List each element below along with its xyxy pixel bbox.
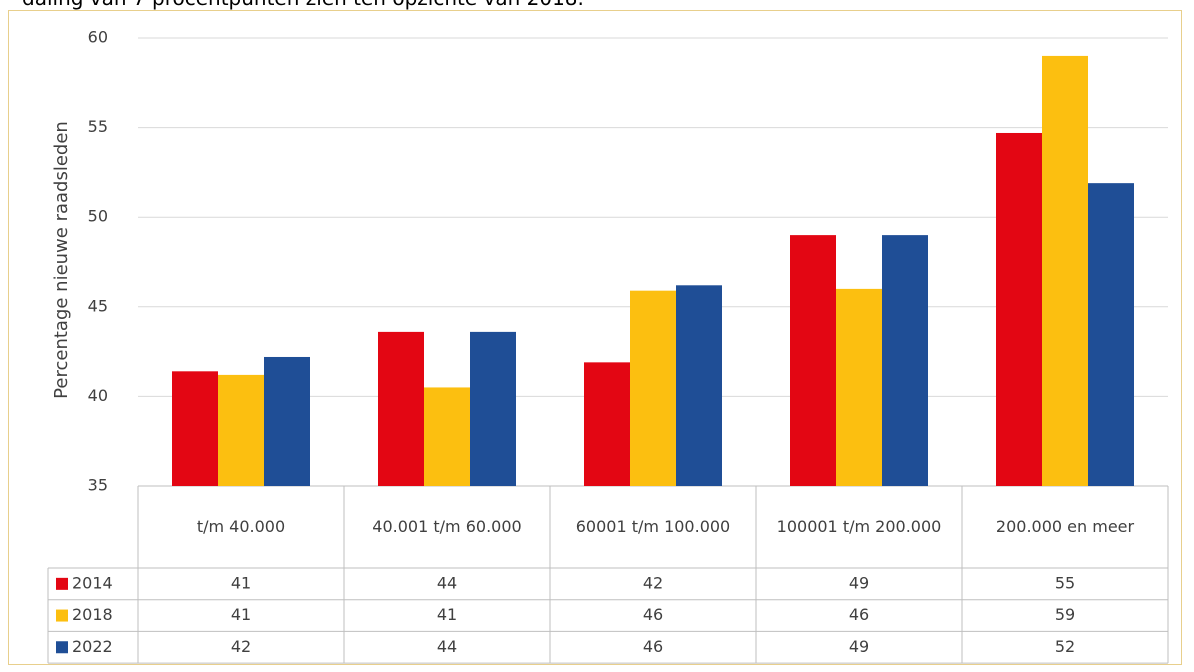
legend-swatch — [56, 609, 68, 622]
y-tick-label: 40 — [88, 386, 108, 405]
bar — [836, 288, 882, 486]
bar — [676, 285, 722, 486]
category-label: 60001 t/m 100.000 — [575, 517, 731, 536]
bar — [470, 331, 516, 486]
category-label: 100001 t/m 200.000 — [776, 517, 942, 536]
table-value: 46 — [643, 637, 663, 656]
bar — [630, 290, 676, 486]
table-value: 59 — [1055, 605, 1075, 624]
bar — [378, 331, 424, 486]
category-label: t/m 40.000 — [196, 517, 286, 536]
chart-frame — [8, 10, 1182, 665]
y-axis-label: Percentage nieuwe raadsleden — [51, 121, 72, 399]
bar — [1088, 183, 1134, 487]
table-value: 49 — [849, 637, 869, 656]
y-tick-label: 35 — [88, 476, 108, 495]
bar — [218, 374, 264, 486]
bar — [790, 235, 836, 486]
table-value: 46 — [849, 605, 869, 624]
table-value: 41 — [231, 605, 251, 624]
bar — [264, 356, 310, 486]
table-value: 42 — [231, 637, 251, 656]
y-tick-label: 50 — [88, 207, 108, 226]
legend-label: 2014 — [72, 573, 113, 592]
bar — [172, 371, 218, 486]
table-value: 49 — [849, 573, 869, 592]
bar — [996, 132, 1042, 486]
table-value: 46 — [643, 605, 663, 624]
y-tick-label: 55 — [88, 117, 108, 136]
legend-label: 2022 — [72, 637, 113, 656]
intro-text: daling van 7 procentpunten zien ten opzi… — [22, 0, 584, 10]
table-value: 41 — [437, 605, 457, 624]
bar — [882, 235, 928, 486]
bar — [424, 387, 470, 486]
bar — [584, 362, 630, 486]
category-label: 200.000 en meer — [995, 517, 1135, 536]
y-tick-label: 60 — [88, 28, 108, 47]
table-value: 52 — [1055, 637, 1075, 656]
bar — [1042, 55, 1088, 487]
legend-label: 2018 — [72, 605, 113, 624]
table-value: 41 — [231, 573, 251, 592]
legend-swatch — [56, 641, 68, 654]
table-value: 55 — [1055, 573, 1075, 592]
table-value: 44 — [437, 637, 457, 656]
y-tick-label: 45 — [88, 296, 108, 315]
legend-swatch — [56, 577, 68, 590]
table-value: 42 — [643, 573, 663, 592]
category-label: 40.001 t/m 60.000 — [372, 517, 522, 536]
table-value: 44 — [437, 573, 457, 592]
